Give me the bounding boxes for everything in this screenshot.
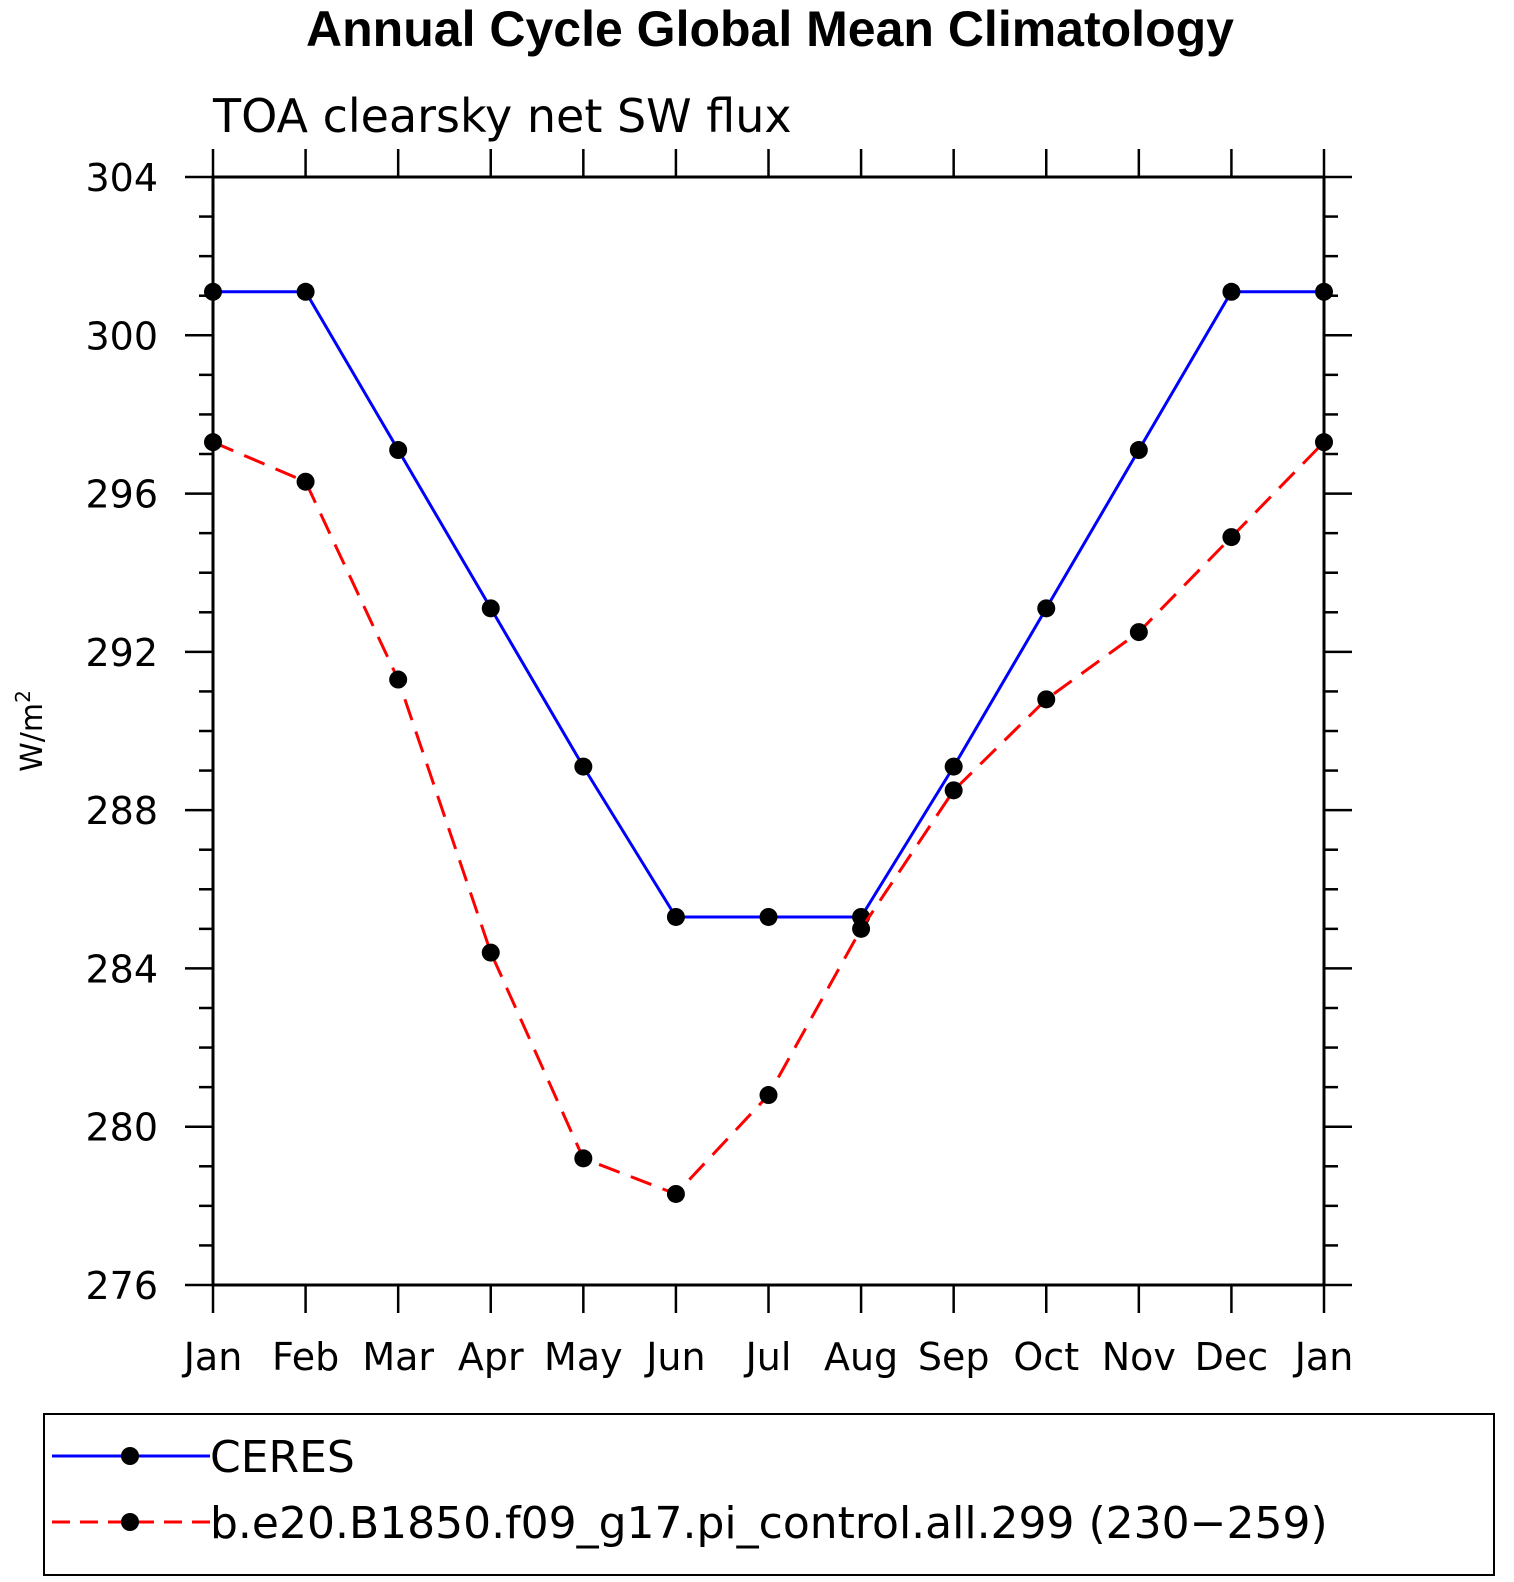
series-0 xyxy=(204,282,1333,926)
x-tick-label: Mar xyxy=(362,1335,434,1379)
x-tick-label: Jun xyxy=(644,1335,705,1379)
plot-frame xyxy=(211,175,1326,1287)
legend-marker-ceres xyxy=(121,1447,139,1465)
data-point xyxy=(1037,599,1056,618)
y-tick-label: 280 xyxy=(85,1106,158,1150)
data-point xyxy=(389,441,408,460)
x-tick-label: Oct xyxy=(1013,1335,1079,1379)
series-line xyxy=(212,440,1326,1196)
data-point xyxy=(204,282,222,301)
x-tick-label: Dec xyxy=(1195,1335,1269,1379)
series-1 xyxy=(204,433,1333,1203)
data-point xyxy=(1222,528,1241,547)
y-tick-label: 288 xyxy=(85,789,158,833)
data-point xyxy=(852,919,871,938)
y-axis-label: W/m2 xyxy=(11,690,50,772)
data-point xyxy=(574,1149,593,1168)
series-layer xyxy=(204,282,1333,1203)
legend-entry-model: b.e20.B1850.f09_g17.pi_control.all.299 (… xyxy=(52,1498,1328,1549)
data-point xyxy=(481,599,500,618)
x-tick-label: Sep xyxy=(918,1335,990,1379)
legend-label-model: b.e20.B1850.f09_g17.pi_control.all.299 (… xyxy=(210,1498,1328,1549)
y-tick-label: 284 xyxy=(85,947,158,991)
data-point xyxy=(1129,623,1148,642)
data-point xyxy=(759,907,778,926)
data-point xyxy=(666,1184,685,1203)
x-tick-label: Jan xyxy=(182,1335,243,1379)
x-tick-label: Jul xyxy=(744,1335,792,1379)
data-point xyxy=(1222,282,1241,301)
data-point xyxy=(481,943,500,962)
y-axis: 276 280 284 288 292 296 300 304 xyxy=(85,156,1352,1308)
x-tick-label: Aug xyxy=(824,1335,898,1379)
chart-title: Annual Cycle Global Mean Climatology xyxy=(306,1,1234,57)
x-tick-label: Feb xyxy=(272,1335,339,1379)
data-point xyxy=(1037,690,1056,709)
legend-marker-model xyxy=(121,1513,139,1531)
legend-entry-ceres: CERES xyxy=(52,1432,355,1483)
legend: CERES b.e20.B1850.f09_g17.pi_control.all… xyxy=(43,1413,1495,1576)
y-tick-label: 276 xyxy=(85,1264,158,1308)
x-tick-label: May xyxy=(544,1335,623,1379)
x-axis: Jan Feb Mar Apr May Jun Jul Aug Sep Oct Nov Dec Jan xyxy=(182,149,1354,1379)
x-tick-label: Nov xyxy=(1102,1335,1176,1379)
data-point xyxy=(389,670,408,689)
y-tick-label: 300 xyxy=(85,314,158,358)
data-point xyxy=(666,907,685,926)
data-point xyxy=(296,472,315,491)
data-point xyxy=(574,757,593,776)
y-tick-label: 304 xyxy=(85,156,158,200)
data-point xyxy=(944,757,963,776)
x-tick-label: Apr xyxy=(458,1335,524,1379)
x-tick-label: Jan xyxy=(1293,1335,1354,1379)
legend-label-ceres: CERES xyxy=(210,1432,355,1483)
y-axis-label-text: W/m xyxy=(15,703,50,772)
data-point xyxy=(204,433,222,452)
data-point xyxy=(1315,433,1333,452)
data-point xyxy=(944,781,963,800)
data-point xyxy=(1315,282,1333,301)
y-tick-label: 296 xyxy=(85,473,158,517)
y-axis-label-superscript: 2 xyxy=(11,690,35,703)
legend-box xyxy=(43,1413,1495,1576)
data-point xyxy=(759,1086,778,1105)
data-point xyxy=(296,282,315,301)
data-point xyxy=(1129,441,1148,460)
chart-subtitle: TOA clearsky net SW flux xyxy=(212,89,792,143)
series-line xyxy=(213,290,1324,919)
y-tick-label: 292 xyxy=(85,631,158,675)
